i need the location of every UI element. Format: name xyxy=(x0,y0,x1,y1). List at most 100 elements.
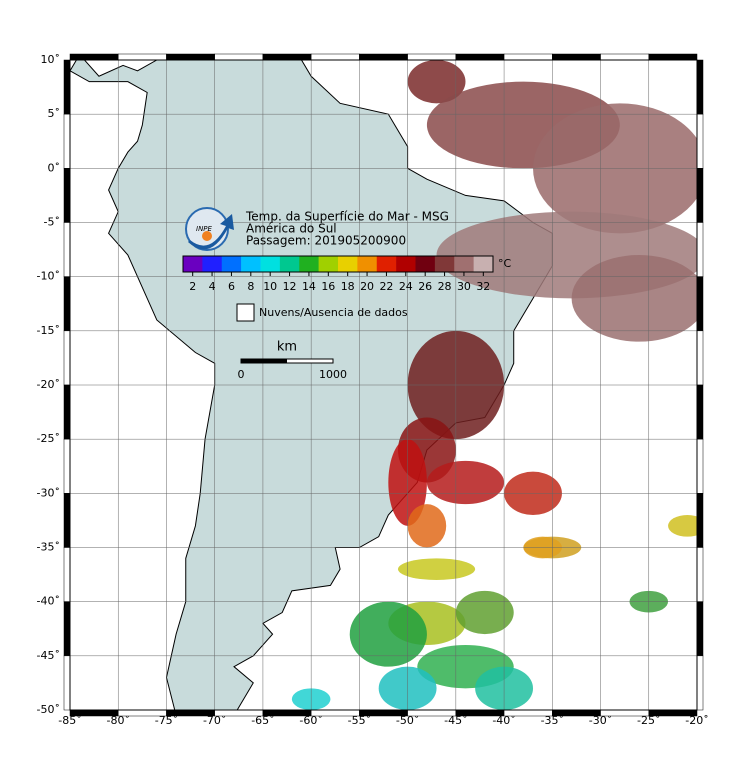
border-segment xyxy=(696,113,704,169)
border-segment xyxy=(696,59,704,115)
border-segment xyxy=(696,168,704,223)
border-segment xyxy=(63,59,71,115)
y-tick-label: -25˚ xyxy=(37,432,60,445)
y-tick-label: -15˚ xyxy=(37,324,60,337)
title-line: Temp. da Superfície do Mar - MSG xyxy=(245,210,449,224)
y-tick-label: -30˚ xyxy=(37,486,60,499)
border-segment xyxy=(69,53,119,61)
title-line: América do Sul xyxy=(246,222,337,236)
colorbar-cell xyxy=(396,256,416,272)
scale-label: 1000 xyxy=(319,368,347,381)
colorbar-cell xyxy=(183,256,203,272)
colorbar-tick-label: 26 xyxy=(418,280,432,293)
border-segment xyxy=(407,53,457,61)
y-tick-label: -20˚ xyxy=(37,378,60,391)
y-tick-label: -10˚ xyxy=(37,270,60,283)
border-segment xyxy=(696,330,704,386)
border-segment xyxy=(503,53,553,61)
sst-patch xyxy=(571,255,697,342)
legend-label: Nuvens/Ausencia de dados xyxy=(259,306,408,319)
x-tick-label: -40˚ xyxy=(492,714,515,727)
border-segment xyxy=(696,655,704,711)
border-segment xyxy=(63,655,71,711)
x-tick-label: -75˚ xyxy=(155,714,178,727)
colorbar-frame xyxy=(182,255,494,273)
border-segment xyxy=(63,168,71,223)
y-tick-label: -40˚ xyxy=(37,595,60,608)
colorbar-cell xyxy=(241,256,261,272)
x-tick-label: -65˚ xyxy=(251,714,274,727)
x-tick-label: -30˚ xyxy=(589,714,612,727)
border-segment xyxy=(600,53,650,61)
x-tick-label: -50˚ xyxy=(396,714,419,727)
colorbar-cell xyxy=(454,256,474,272)
x-tick-label: -45˚ xyxy=(444,714,467,727)
border-segment xyxy=(696,493,704,548)
border-segment xyxy=(117,53,167,61)
border-segment xyxy=(696,438,704,494)
colorbar-cell xyxy=(376,256,397,272)
sst-patch xyxy=(668,515,697,537)
colorbar-cell xyxy=(318,256,339,272)
colorbar-tick-label: 6 xyxy=(228,280,235,293)
colorbar-cell xyxy=(338,256,358,272)
sst-patch xyxy=(397,558,476,581)
border-segment xyxy=(63,222,71,277)
border-segment xyxy=(63,601,71,657)
y-tick-label: -45˚ xyxy=(37,649,60,662)
y-tick-label: 10˚ xyxy=(41,53,61,66)
y-tick-label: -5˚ xyxy=(44,216,60,229)
colorbar-cell xyxy=(357,256,378,272)
colorbar-cell xyxy=(434,256,455,272)
colorbar-unit: °C xyxy=(498,257,512,270)
colorbar-tick-label: 16 xyxy=(321,280,335,293)
x-tick-label: -25˚ xyxy=(637,714,660,727)
x-tick-label: -85˚ xyxy=(58,714,81,727)
sst-patch xyxy=(407,60,466,104)
colorbar-tick-label: 12 xyxy=(283,280,297,293)
colorbar-tick-label: 30 xyxy=(457,280,471,293)
border-segment xyxy=(262,53,312,61)
x-tick-label: -55˚ xyxy=(348,714,371,727)
colorbar-cell xyxy=(221,256,242,272)
colorbar-tick-label: 18 xyxy=(341,280,355,293)
colorbar-tick-label: 2 xyxy=(189,280,196,293)
colorbar-cell xyxy=(473,256,494,272)
border-segment xyxy=(63,330,71,386)
x-tick-label: -80˚ xyxy=(106,714,129,727)
colorbar-cell xyxy=(299,256,319,272)
scale-bar-half xyxy=(241,359,287,363)
colorbar-tick-label: 24 xyxy=(399,280,413,293)
colorbar-tick-label: 8 xyxy=(247,280,254,293)
border-segment xyxy=(63,547,71,602)
border-segment xyxy=(166,53,215,61)
colorbar-tick-label: 28 xyxy=(438,280,452,293)
sst-patch xyxy=(407,504,447,548)
colorbar-cell xyxy=(260,256,281,272)
colorbar-tick-label: 10 xyxy=(263,280,277,293)
sst-patch xyxy=(426,460,505,505)
sst-patch xyxy=(455,590,514,635)
border-segment xyxy=(63,113,71,169)
y-tick-label: -50˚ xyxy=(37,703,60,716)
border-segment xyxy=(696,384,704,440)
colorbar-tick-label: 14 xyxy=(302,280,316,293)
x-tick-label: -35˚ xyxy=(541,714,564,727)
x-tick-label: -70˚ xyxy=(203,714,226,727)
colorbar-tick-label: 32 xyxy=(476,280,490,293)
border-segment xyxy=(359,53,408,61)
logo-text: INPE xyxy=(196,225,213,233)
border-segment xyxy=(696,276,704,332)
border-segment xyxy=(696,222,704,277)
border-segment xyxy=(63,384,71,440)
y-tick-label: 0˚ xyxy=(48,161,61,174)
title-line: Passagem: 201905200900 xyxy=(246,234,406,248)
border-segment xyxy=(696,547,704,602)
x-tick-label: -60˚ xyxy=(299,714,322,727)
colorbar-cell xyxy=(202,256,223,272)
border-segment xyxy=(648,53,698,61)
legend-box xyxy=(236,303,255,322)
y-tick-label: -35˚ xyxy=(37,541,60,554)
colorbar-tick-label: 20 xyxy=(360,280,374,293)
